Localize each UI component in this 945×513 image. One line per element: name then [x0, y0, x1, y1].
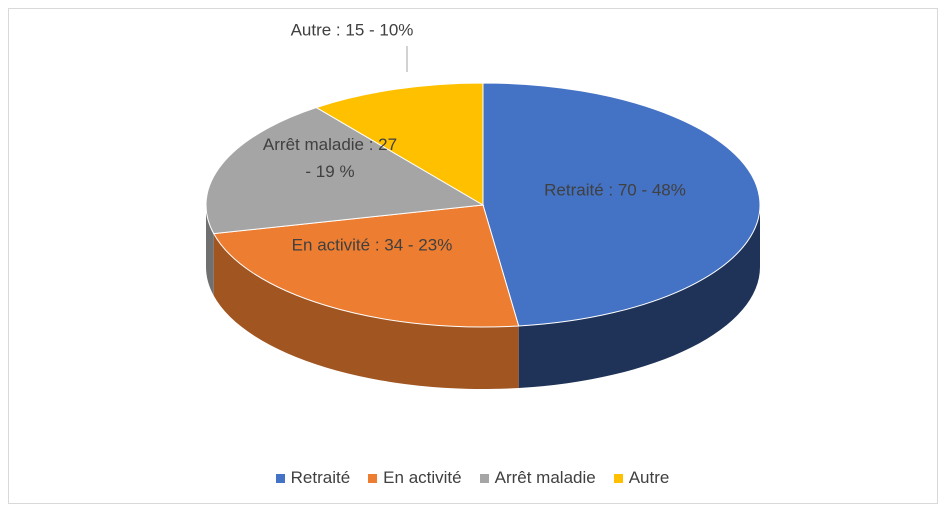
slice-side [518, 205, 760, 388]
slice-side [213, 233, 519, 389]
legend-swatch [613, 473, 623, 483]
legend-item: Autre [613, 468, 670, 488]
data-label: En activité : 34 - 23% [291, 235, 453, 255]
chart-frame [8, 8, 938, 504]
legend-swatch [368, 473, 378, 483]
legend: Retraité En activité Arrêt maladie Autre [0, 468, 945, 488]
slice [315, 82, 484, 206]
data-label: Retraité : 70 - 48% [544, 180, 686, 200]
legend-label: Retraité [290, 468, 351, 487]
legend-item: Arrêt maladie [479, 468, 596, 488]
legend-label: En activité [383, 468, 462, 487]
data-label: Autre : 15 - 10% [290, 20, 414, 40]
legend-item: Retraité [275, 468, 351, 488]
legend-label: Arrêt maladie [494, 468, 596, 487]
legend-item: En activité [368, 468, 462, 488]
slice [205, 107, 485, 235]
slice-side [206, 205, 214, 296]
slice [212, 204, 520, 328]
legend-swatch [275, 473, 285, 483]
legend-label: Autre [628, 468, 670, 487]
legend-swatch [479, 473, 489, 483]
data-label: Arrêt maladie : 27 - 19 % [262, 135, 398, 181]
slice [482, 82, 761, 327]
